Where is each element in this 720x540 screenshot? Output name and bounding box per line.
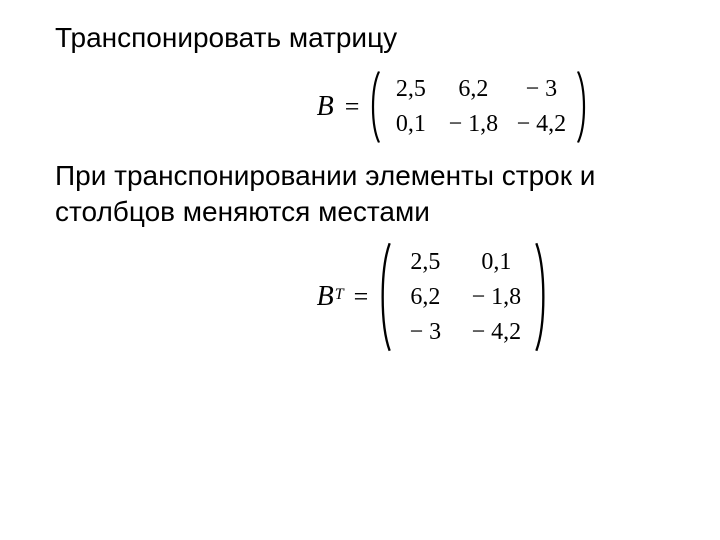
matrix-BT: 2,50,1 6,2− 1,8− 3− 4,2 [392, 245, 534, 350]
matrix-cell: 0,1 [381, 107, 440, 142]
matrix-BT-label-sup: T [335, 286, 344, 303]
equals-sign-2: = [354, 282, 369, 312]
left-paren-icon [369, 70, 381, 144]
matrix-cell: − 3 [506, 72, 576, 107]
matrix-B-label-letter: B [317, 91, 334, 122]
matrix-BT-label-letter: B [317, 281, 334, 312]
matrix-B-label: B [317, 91, 335, 123]
matrix-row: 2,56,2− 3 [381, 72, 576, 107]
matrix-BT-table: 2,50,1 6,2− 1,8− 3− 4,2 [392, 245, 534, 350]
intro-text: Транспонировать матрицу [55, 20, 680, 56]
right-paren-icon [576, 70, 588, 144]
matrix-B: 2,56,2− 30,1− 1,8− 4,2 [381, 72, 576, 142]
matrix-row: − 3− 4,2 [392, 315, 534, 350]
equals-sign: = [345, 92, 360, 122]
matrix-cell: − 4,2 [506, 107, 576, 142]
matrix-row: 2,50,1 [392, 245, 534, 280]
matrix-cell: − 4,2 [458, 315, 534, 350]
matrix-row: 0,1− 1,8− 4,2 [381, 107, 576, 142]
explanation-text: При транспонировании элементы строк и ст… [55, 158, 680, 230]
right-paren-icon [534, 241, 548, 353]
page: Транспонировать матрицу B = 2,56,2− 30,1… [0, 0, 720, 373]
matrix-cell: − 1,8 [440, 107, 506, 142]
equation-BT: BT = 2,50,1 6,2− 1,8− 3− 4,2 [55, 241, 680, 353]
matrix-row: 6,2− 1,8 [392, 280, 534, 315]
matrix-cell: − 1,8 [458, 280, 534, 315]
matrix-BT-wrap: 2,50,1 6,2− 1,8− 3− 4,2 [378, 241, 548, 353]
matrix-cell: 2,5 [392, 245, 458, 280]
matrix-B-wrap: 2,56,2− 30,1− 1,8− 4,2 [369, 70, 588, 144]
matrix-cell: 6,2 [440, 72, 506, 107]
matrix-B-table: 2,56,2− 30,1− 1,8− 4,2 [381, 72, 576, 142]
matrix-cell: 0,1 [458, 245, 534, 280]
matrix-cell: 6,2 [392, 280, 458, 315]
equation-B: B = 2,56,2− 30,1− 1,8− 4,2 [55, 70, 680, 144]
matrix-BT-label: BT [317, 281, 344, 313]
left-paren-icon [378, 241, 392, 353]
matrix-cell: − 3 [392, 315, 458, 350]
matrix-cell: 2,5 [381, 72, 440, 107]
